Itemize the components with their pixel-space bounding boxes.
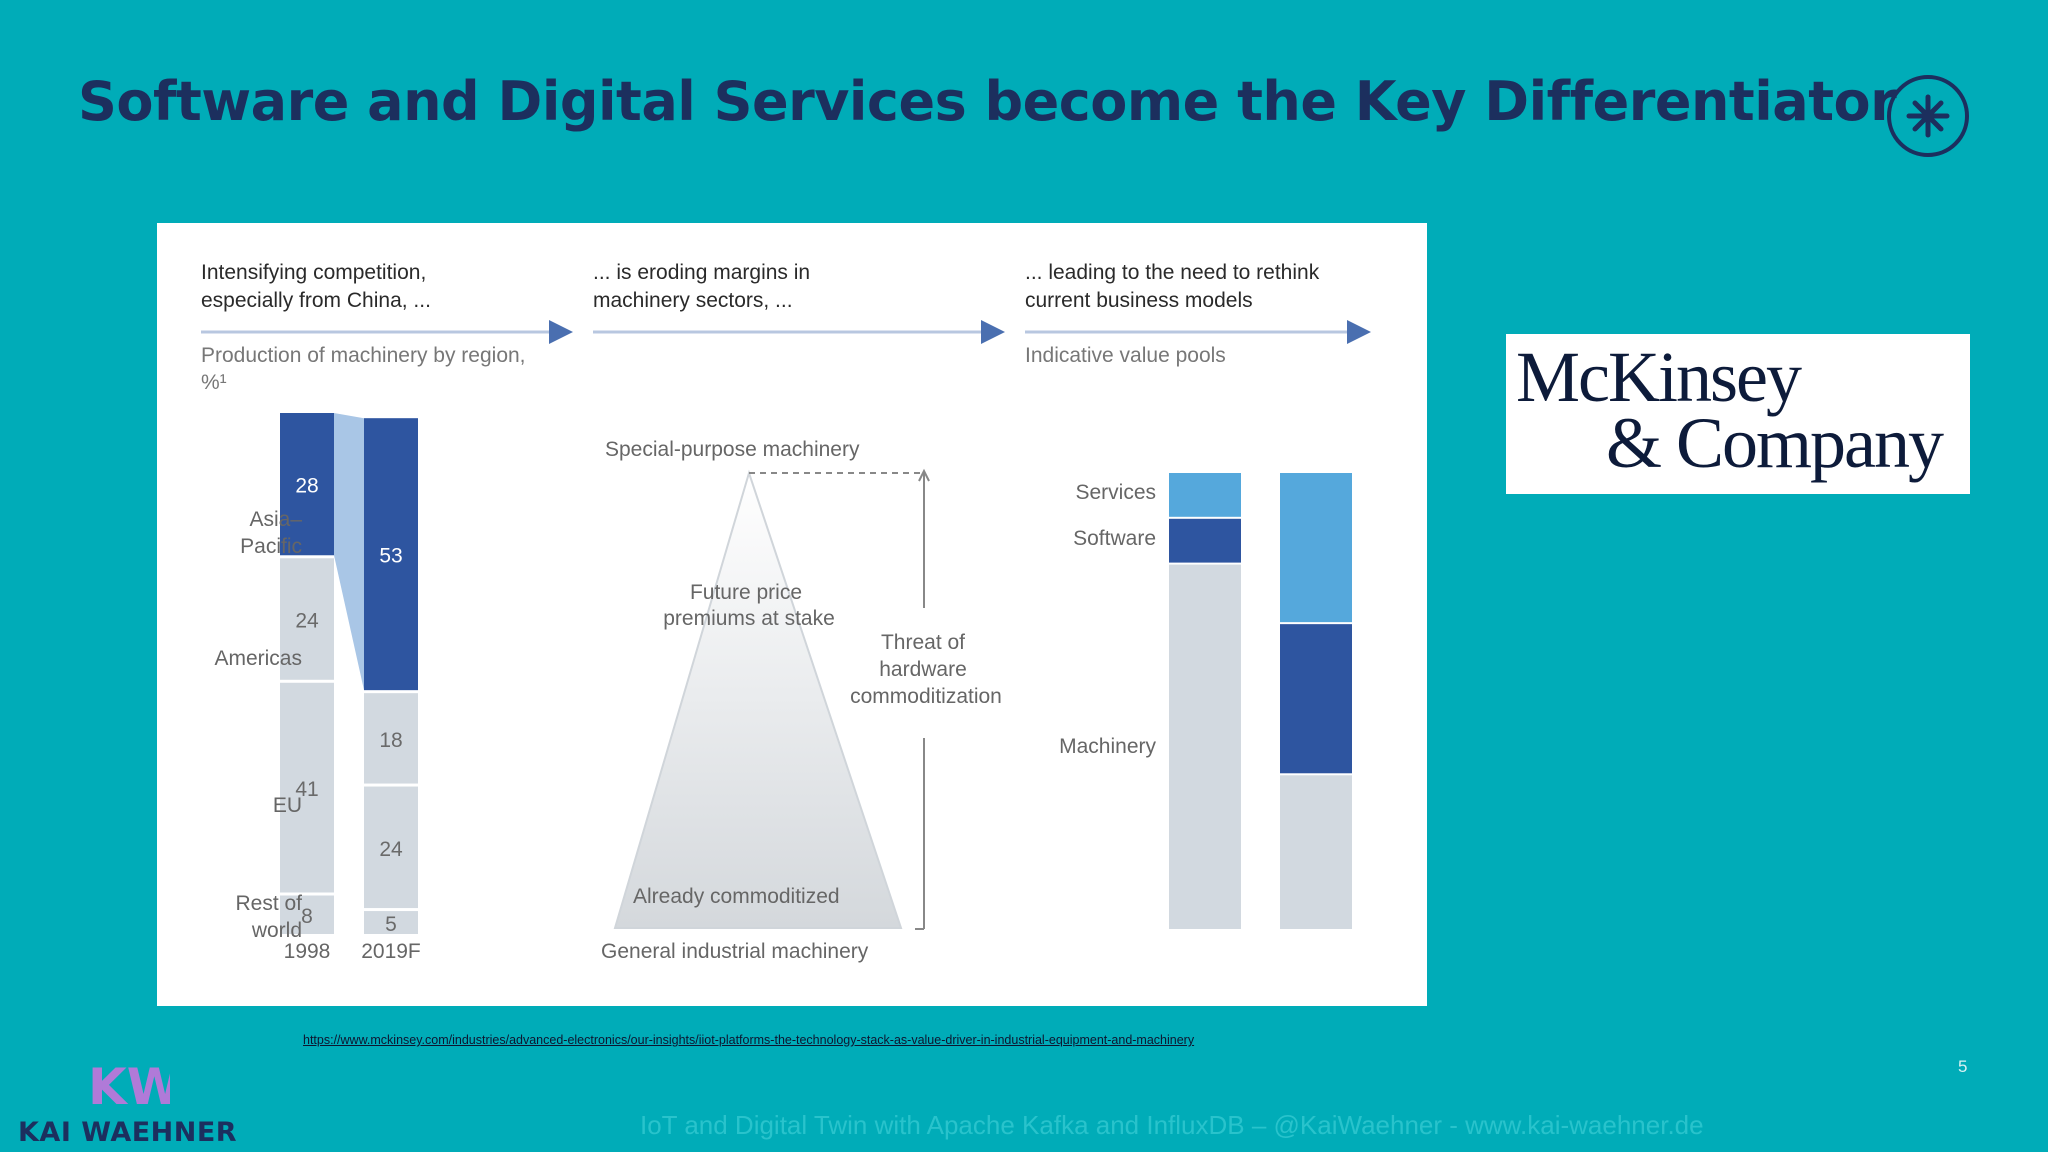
region-label-eu: EU — [273, 794, 302, 817]
threat-label-line1: Threat of — [881, 631, 965, 654]
threat-label-line3: commoditization — [850, 685, 1002, 708]
bar-segment-eu-2019F — [364, 786, 418, 909]
threat-bracket-arrow-icon — [918, 468, 930, 482]
panel3-heading-line2: current business models — [1025, 289, 1253, 312]
value-pool-machinery-bar2 — [1280, 775, 1352, 929]
bar-value-label: 18 — [379, 729, 402, 752]
bar-value-label: 24 — [295, 610, 319, 633]
source-link[interactable]: https://www.mckinsey.com/industries/adva… — [303, 1033, 1195, 1047]
brand-name: KAI WAEHNER — [18, 1117, 238, 1148]
category-label-1998: 1998 — [284, 940, 331, 963]
bar-segment-americas-1998 — [280, 558, 334, 680]
kw-logo-icon: KW — [88, 1060, 170, 1112]
bar-value-label: 24 — [379, 838, 403, 861]
already-commoditized-label: Already commoditized — [633, 885, 840, 908]
figure-canvas: Intensifying competition, especially fro… — [201, 261, 1371, 963]
value-label-software: Software — [1073, 527, 1156, 550]
page-number: 5 — [1958, 1057, 1968, 1076]
mckinsey-logo: McKinsey & Company — [1506, 334, 1970, 494]
region-label-americas: Americas — [214, 647, 302, 670]
value-pool-software-bar1 — [1169, 518, 1241, 563]
value-pool-services-bar1 — [1169, 473, 1241, 517]
commoditization-pyramid — [613, 469, 903, 929]
value-pool-software-bar2 — [1280, 624, 1352, 774]
panel2-heading-line1: ... is eroding margins in — [593, 261, 810, 284]
region-label-row-line2: world — [251, 919, 302, 942]
bar-value-label: 41 — [295, 778, 318, 801]
panel1-heading-line1: Intensifying competition, — [201, 261, 426, 284]
mckinsey-logo-line2: & Company — [1606, 403, 1944, 483]
region-label-asia-line2: Pacific — [240, 535, 302, 558]
bar-segment-eu-1998 — [280, 682, 334, 893]
panel3-subtitle: Indicative value pools — [1025, 344, 1226, 367]
bar-value-label: 28 — [295, 475, 318, 498]
pyramid-top-label: Special-purpose machinery — [605, 438, 860, 461]
value-label-services: Services — [1075, 481, 1156, 504]
threat-label-line2: hardware — [879, 658, 967, 681]
production-stacked-bars: 8 41 24 28 1998 5 24 18 53 2019F — [280, 413, 421, 963]
premium-label-line1: Future price — [690, 581, 802, 604]
value-pool-services-bar2 — [1280, 473, 1352, 623]
panel2-heading-line2: machinery sectors, ... — [593, 289, 793, 312]
value-pool-machinery-bar1 — [1169, 564, 1241, 929]
region-label-row-line1: Rest of — [235, 892, 302, 915]
footer-text: IoT and Digital Twin with Apache Kafka a… — [640, 1110, 1704, 1140]
premium-label-line2: premiums at stake — [663, 607, 835, 630]
slide-title: Software and Digital Services become the… — [78, 70, 1897, 133]
value-pool-stacked-bars — [1169, 473, 1352, 929]
panel1-subtitle-line1: Production of machinery by region, — [201, 344, 526, 367]
bar-segment-asia-pacific-1998 — [280, 413, 334, 556]
panel1-heading-line2: especially from China, ... — [201, 289, 431, 312]
bar-value-label: 8 — [301, 905, 313, 928]
category-label-2019F: 2019F — [361, 940, 421, 963]
pyramid-bottom-label: General industrial machinery — [601, 940, 869, 963]
region-label-asia-line1: Asia– — [249, 508, 302, 531]
brand-initials: KW — [88, 1060, 170, 1112]
bar-value-label: 53 — [379, 545, 402, 568]
asia-pacific-growth-connector — [334, 413, 364, 691]
mckinsey-logo-line1: McKinsey — [1516, 337, 1802, 417]
bar-segment-rest-of-world-2019F — [364, 911, 418, 934]
mckinsey-figure: Intensifying competition, especially fro… — [157, 223, 1427, 1006]
bar-segment-asia-pacific-2019F — [364, 418, 418, 691]
panel1-subtitle-line2: %¹ — [201, 371, 227, 394]
panel3-heading-line1: ... leading to the need to rethink — [1025, 261, 1320, 284]
value-label-machinery: Machinery — [1059, 735, 1156, 758]
bar-segment-segment-2019F — [364, 693, 418, 784]
bar-segment-rest-of-world-1998 — [280, 895, 334, 934]
bar-value-label: 5 — [385, 913, 397, 936]
confluent-logo-icon — [1887, 75, 1969, 157]
